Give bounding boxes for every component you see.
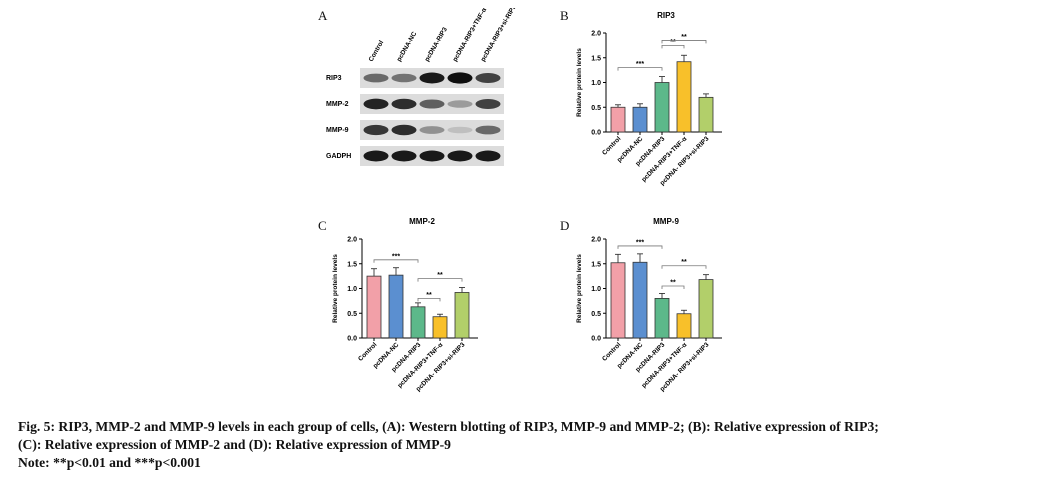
bar: [432, 316, 448, 339]
significance-label: **: [681, 259, 687, 266]
y-axis-label: Relative protein levels: [576, 254, 583, 323]
panel-label-d: D: [560, 218, 570, 233]
x-tick-label: Control: [601, 341, 622, 362]
y-tick-label: 2.0: [591, 237, 601, 244]
y-tick-label: 1.5: [591, 55, 601, 62]
panel-label-a: A: [318, 8, 328, 23]
significance-bracket: [661, 285, 685, 290]
blot-band: [363, 73, 389, 83]
blot-band: [447, 72, 473, 84]
blot-band: [475, 99, 501, 109]
blot-band: [447, 126, 473, 134]
significance-bracket: [617, 245, 663, 249]
y-tick-label: 0.0: [591, 130, 601, 137]
y-axis-label: Relative protein levels: [576, 48, 583, 117]
blot-band: [419, 150, 445, 162]
significance-label: **: [437, 272, 443, 279]
blot-row-label: MMP-9: [326, 127, 349, 134]
blot-row-label: MMP-2: [326, 101, 349, 108]
blot-band: [447, 150, 473, 162]
significance-bracket: [373, 259, 419, 263]
blot-band: [391, 73, 417, 83]
blot-band: [419, 99, 445, 109]
y-tick-label: 0.5: [591, 105, 601, 112]
blot-lane-label: Control: [368, 39, 386, 63]
bar: [698, 279, 714, 339]
y-tick-label: 1.0: [591, 286, 601, 293]
blot-band: [363, 150, 389, 162]
bar: [610, 262, 626, 339]
blot-lane-label: pcDNA-NC: [396, 30, 419, 63]
blot-band: [447, 100, 473, 108]
significance-bracket: [661, 265, 707, 269]
significance-label: **: [670, 280, 676, 287]
blot-row-label: GADPH: [326, 153, 351, 160]
bar-chart-rip3: RIP3 Relative protein levels 0.0 0.5 1.0 1.5 2…: [576, 11, 722, 187]
western-blot: Control pcDNA-NC pcDNA-RIP3 pcDNA-RIP3+TNF-…: [326, 8, 518, 166]
y-tick-label: 1.5: [347, 261, 357, 268]
y-tick-label: 1.0: [347, 286, 357, 293]
bar: [410, 306, 426, 339]
significance-bracket: [417, 278, 463, 282]
significance-label: **: [670, 39, 676, 46]
blot-band: [391, 124, 417, 136]
blot-band: [363, 124, 389, 136]
blot-band: [419, 126, 445, 134]
x-tick-label: Control: [601, 135, 622, 156]
blot-band: [475, 125, 501, 135]
y-tick-label: 0.5: [591, 311, 601, 318]
blot-lane-label: pcDNA-RIP3: [424, 26, 449, 63]
chart-title: RIP3: [657, 11, 675, 20]
blot-band: [391, 98, 417, 110]
x-tick-label: Control: [357, 341, 378, 362]
significance-bracket: [661, 44, 685, 49]
blot-band: [363, 98, 389, 110]
caption-line-1: Fig. 5: RIP3, MMP-2 and MMP-9 levels in …: [18, 419, 879, 434]
bar-chart-mmp9: MMP-9 Relative protein levels 0.0 0.5 1.0 1.5…: [576, 217, 722, 393]
y-tick-label: 0.5: [347, 311, 357, 318]
significance-label: ***: [392, 253, 400, 260]
blot-lane-label: pcDNA-RIP3+si-RIP3: [480, 8, 518, 63]
bar: [388, 274, 404, 339]
panel-label-b: B: [560, 8, 569, 23]
significance-bracket: [661, 40, 707, 44]
bar-chart-mmp2: MMP-2 Relative protein levels 0.0 0.5 1.0 1.5…: [332, 217, 478, 393]
y-tick-label: 0.0: [591, 336, 601, 343]
chart-title: MMP-9: [653, 217, 679, 226]
blot-band: [475, 150, 501, 162]
bar: [632, 261, 648, 339]
bar: [676, 61, 692, 133]
significance-bracket: [417, 298, 441, 302]
figure-caption: Fig. 5: RIP3, MMP-2 and MMP-9 levels in …: [18, 418, 1043, 472]
caption-line-3: Note: **p<0.01 and ***p<0.001: [18, 455, 201, 470]
y-tick-label: 0.0: [347, 336, 357, 343]
blot-band: [475, 73, 501, 83]
blot-band: [419, 72, 445, 84]
y-tick-label: 2.0: [347, 237, 357, 244]
bar: [654, 82, 670, 133]
significance-label: ***: [636, 61, 644, 68]
significance-label: ***: [636, 239, 644, 246]
bar: [654, 298, 670, 339]
caption-line-2: (C): Relative expression of MMP-2 and (D…: [18, 437, 451, 452]
bar: [366, 275, 382, 339]
bar: [632, 106, 648, 133]
y-tick-label: 2.0: [591, 31, 601, 38]
significance-bracket: [617, 67, 663, 71]
y-axis-label: Relative protein levels: [332, 254, 339, 323]
blot-row-label: RIP3: [326, 75, 342, 82]
y-tick-label: 1.5: [591, 261, 601, 268]
panel-label-c: C: [318, 218, 327, 233]
significance-label: **: [426, 292, 432, 299]
bar: [676, 313, 692, 339]
significance-label: **: [681, 34, 687, 41]
chart-title: MMP-2: [409, 217, 435, 226]
bar: [698, 96, 714, 133]
bar: [454, 292, 470, 339]
bar: [610, 106, 626, 133]
blot-band: [391, 150, 417, 162]
y-tick-label: 1.0: [591, 80, 601, 87]
